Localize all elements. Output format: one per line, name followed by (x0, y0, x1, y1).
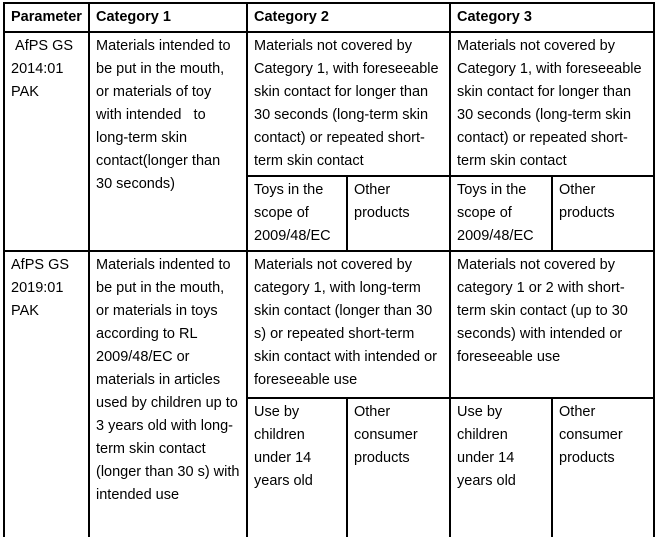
table-row-afps-2014-main: AfPS GS 2014:01 PAK Materials intended t… (3, 31, 656, 252)
table-header-row: Parameter Category 1 Category 2 Category… (3, 2, 656, 33)
parameter-cell-2019: AfPS GS 2019:01 PAK (3, 250, 90, 537)
header-category-1: Category 1 (88, 2, 248, 33)
table-row-afps-2019-main: AfPS GS 2019:01 PAK Materials indented t… (3, 250, 656, 537)
table-row-afps-2019-sub: Use by children under 14 years old Other… (4, 397, 656, 537)
header-category-3: Category 3 (449, 2, 656, 33)
category1-cell-2014: Materials intended to be put in the mout… (88, 31, 248, 252)
category3-sub1-cell-2019: Use by children under 14 years old (449, 397, 554, 537)
category3-sub2-cell-2019: Other consumer products (551, 397, 656, 537)
category3-sub1-cell-2014: Toys in the scope of 2009/48/EC (449, 175, 554, 252)
category2-sub1-cell-2019: Use by children under 14 years old (246, 397, 348, 537)
table-row-afps-2014-sub: Toys in the scope of 2009/48/EC Other pr… (4, 175, 656, 252)
header-parameter: Parameter (3, 2, 90, 33)
category2-sub2-cell-2019: Other consumer products (345, 397, 452, 537)
parameters-comparison-table: Parameter Category 1 Category 2 Category… (3, 2, 656, 537)
category2-sub2-cell-2014: Other products (345, 175, 452, 252)
category3-main-cell-2014: Materials not covered by Category 1, wit… (449, 31, 656, 177)
parameter-cell-2014: AfPS GS 2014:01 PAK (3, 31, 90, 252)
category2-main-cell-2014: Materials not covered by Category 1, wit… (245, 31, 452, 177)
category2-main-cell-2019: Materials not covered by category 1, wit… (245, 250, 452, 399)
header-category-2: Category 2 (245, 2, 452, 33)
category3-sub2-cell-2014: Other products (551, 175, 656, 252)
category2-sub1-cell-2014: Toys in the scope of 2009/48/EC (246, 175, 348, 252)
category1-cell-2019: Materials indented to be put in the mout… (88, 250, 248, 537)
category3-main-cell-2019: Materials not covered by category 1 or 2… (449, 250, 656, 399)
